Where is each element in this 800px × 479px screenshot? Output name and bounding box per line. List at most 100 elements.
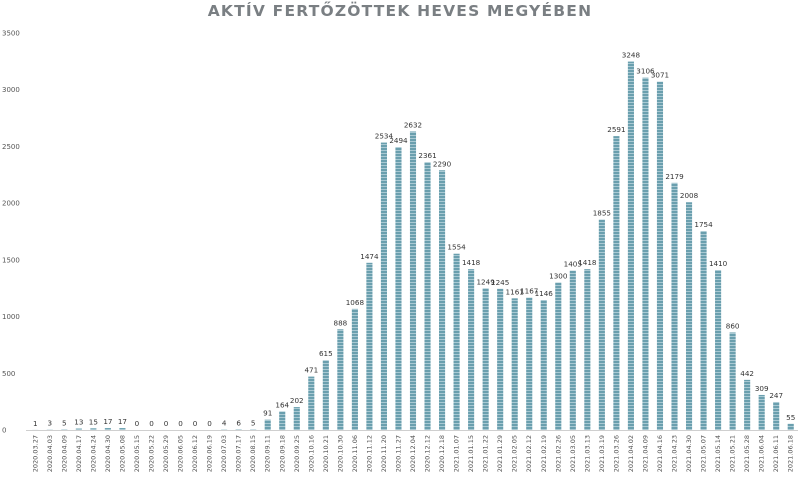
data-label: 309 [755, 384, 769, 393]
x-tick-label: 2021.04.09 [641, 435, 649, 472]
x-tick-label: 2021.02.12 [525, 435, 533, 472]
x-tick-label: 2021.06.04 [758, 435, 766, 472]
data-label: 0 [178, 419, 183, 428]
bar [729, 332, 736, 430]
data-label: 0 [207, 419, 212, 428]
bar [642, 77, 649, 430]
bar [351, 308, 358, 430]
x-tick-label: 2020.09.18 [278, 435, 286, 472]
bar [279, 411, 286, 430]
x-tick-label: 2020.12.12 [424, 435, 432, 472]
bar [540, 300, 547, 430]
x-tick-label: 2020.04.30 [104, 435, 112, 472]
data-label: 2534 [375, 132, 394, 141]
x-tick-label: 2020.06.19 [206, 435, 214, 472]
data-label: 2290 [433, 159, 452, 168]
chart-title: AKTÍV FERTŐZÖTTEK HEVES MEGYÉBEN [207, 2, 593, 20]
x-tick-label: 2021.04.16 [656, 435, 664, 472]
x-tick-label: 2021.02.26 [554, 435, 562, 472]
bar [439, 170, 446, 430]
data-label: 1405 [564, 260, 582, 269]
bar [468, 269, 475, 430]
x-tick-label: 2020.10.30 [336, 435, 344, 472]
data-label: 1167 [520, 287, 538, 296]
data-label: 5 [251, 418, 256, 427]
y-tick-label: 1500 [2, 256, 20, 264]
y-tick-label: 2500 [2, 143, 20, 151]
x-tick-label: 2020.11.20 [380, 435, 388, 472]
x-tick-label: 2020.04.03 [46, 435, 54, 472]
bar [758, 394, 765, 430]
x-tick-label: 2021.06.18 [787, 435, 795, 472]
y-tick-label: 0 [2, 427, 6, 435]
bar [627, 61, 634, 430]
x-tick-label: 2020.07.03 [220, 435, 228, 472]
data-label: 1474 [360, 252, 379, 261]
x-tick-label: 2021.03.19 [598, 435, 606, 472]
data-label: 2361 [418, 151, 436, 160]
data-label: 13 [74, 418, 83, 427]
x-tick-label: 2021.04.02 [627, 435, 635, 472]
data-label: 202 [290, 396, 304, 405]
data-label: 1161 [506, 287, 524, 296]
x-tick-label: 2020.11.27 [394, 435, 402, 472]
bar [250, 429, 257, 430]
data-label: 164 [275, 400, 289, 409]
data-label: 17 [103, 417, 112, 426]
bar [264, 419, 271, 430]
x-tick-label: 2021.05.14 [714, 435, 722, 472]
x-tick-label: 2020.10.21 [322, 435, 330, 472]
bar [584, 269, 591, 430]
data-label: 1754 [694, 220, 713, 229]
x-tick-label: 2020.12.18 [438, 435, 446, 472]
data-label: 6 [236, 418, 241, 427]
data-label: 442 [740, 369, 754, 378]
x-tick-label: 2020.05.22 [147, 435, 155, 472]
y-tick-label: 2000 [2, 200, 20, 208]
bar [90, 428, 97, 430]
data-label: 1410 [709, 259, 728, 268]
bar [613, 136, 620, 431]
data-label: 1068 [346, 298, 365, 307]
x-tick-label: 2021.05.28 [743, 435, 751, 472]
data-label: 471 [304, 366, 318, 375]
data-label: 247 [769, 391, 783, 400]
bar [322, 360, 329, 430]
x-tick-label: 2020.11.06 [351, 435, 359, 472]
bar [482, 288, 489, 430]
bar [671, 182, 678, 430]
bar [308, 376, 315, 430]
data-label: 0 [193, 419, 198, 428]
x-tick-label: 2021.06.11 [772, 435, 780, 472]
y-tick-label: 500 [2, 370, 15, 378]
x-tick-label: 2021.02.05 [511, 435, 519, 472]
bar [119, 428, 126, 430]
bar [700, 231, 707, 430]
bar [395, 147, 402, 431]
x-tick-label: 2020.08.15 [249, 435, 257, 472]
bar [453, 253, 460, 430]
data-label: 2179 [665, 172, 684, 181]
x-tick-label: 2020.09.25 [293, 435, 301, 472]
x-tick-label: 2020.09.11 [264, 435, 272, 472]
x-tick-label: 2021.03.26 [612, 435, 620, 472]
data-label: 1554 [447, 243, 466, 252]
x-tick-label: 2020.04.17 [75, 435, 83, 472]
data-label: 1245 [491, 278, 509, 287]
bar [787, 423, 794, 430]
y-tick-label: 1000 [2, 313, 20, 321]
x-tick-label: 2021.01.29 [496, 435, 504, 472]
x-tick-label: 2021.02.19 [540, 435, 548, 472]
bar [409, 131, 417, 430]
bar [380, 142, 387, 430]
bar [656, 81, 664, 430]
data-label: 1855 [593, 209, 611, 218]
x-tick-label: 2020.03.27 [31, 435, 39, 472]
bar [75, 428, 82, 430]
x-tick-label: 2021.03.13 [583, 435, 591, 472]
bar [773, 401, 780, 430]
data-label: 2008 [680, 191, 699, 200]
data-label: 3071 [651, 71, 669, 80]
data-label: 55 [786, 413, 795, 422]
